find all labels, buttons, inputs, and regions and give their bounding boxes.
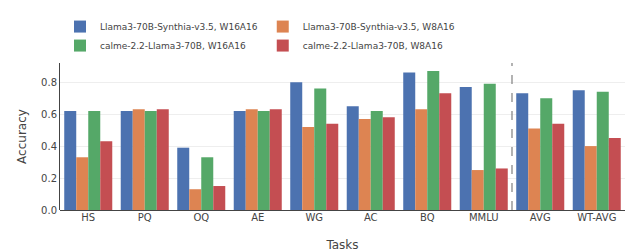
svg-text:Llama3-70B-Synthia-v3.5, W16A1: Llama3-70B-Synthia-v3.5, W16A16 (100, 22, 258, 32)
svg-text:HS: HS (81, 212, 95, 223)
svg-text:Accuracy: Accuracy (15, 109, 29, 164)
svg-text:0.0: 0.0 (41, 205, 57, 216)
svg-text:PQ: PQ (138, 212, 152, 223)
svg-text:MMLU: MMLU (469, 212, 499, 223)
svg-text:0.8: 0.8 (41, 77, 57, 88)
svg-text:AE: AE (251, 212, 264, 223)
svg-text:WG: WG (305, 212, 323, 223)
svg-text:OQ: OQ (193, 212, 209, 223)
svg-text:WT-AVG: WT-AVG (577, 212, 616, 223)
svg-text:0.6: 0.6 (41, 109, 57, 120)
svg-text:calme-2.2-Llama3-70B, W8A16: calme-2.2-Llama3-70B, W8A16 (303, 41, 443, 51)
svg-text:0.4: 0.4 (41, 141, 57, 152)
svg-text:calme-2.2-Llama3-70B, W16A16: calme-2.2-Llama3-70B, W16A16 (100, 41, 246, 51)
svg-text:0.2: 0.2 (41, 173, 57, 184)
svg-text:Tasks: Tasks (325, 238, 358, 252)
svg-text:AC: AC (364, 212, 378, 223)
svg-text:AVG: AVG (530, 212, 551, 223)
svg-text:BQ: BQ (420, 212, 435, 223)
svg-text:Llama3-70B-Synthia-v3.5, W8A16: Llama3-70B-Synthia-v3.5, W8A16 (303, 22, 455, 32)
